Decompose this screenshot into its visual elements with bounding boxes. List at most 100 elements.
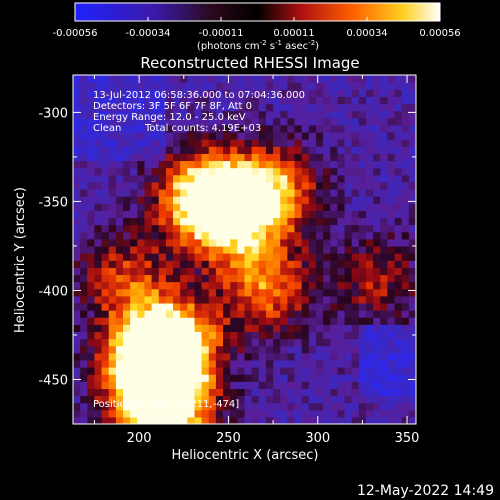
heatmap-cell [173,409,181,418]
heatmap-cell [401,188,410,197]
heatmap-cell [201,174,210,183]
heatmap-cell [144,338,153,347]
heatmap-cell [173,367,181,375]
heatmap-cell [208,103,217,112]
heatmap-cell [280,402,288,411]
heatmap-cell [173,352,181,361]
heatmap-cell [408,260,416,268]
heatmap-cell [401,274,410,283]
heatmap-cell [251,260,260,268]
heatmap-cell [265,260,274,268]
heatmap-cell [115,402,124,411]
heatmap-cell [130,374,138,382]
heatmap-cell [194,124,203,133]
heatmap-cell [301,274,310,283]
heatmap-cell [337,131,346,140]
heatmap-cell [94,103,103,112]
heatmap-cell [408,131,416,140]
heatmap-cell [80,367,88,375]
heatmap-cell [344,367,353,375]
heatmap-cell [180,103,188,112]
heatmap-cell [80,89,88,97]
heatmap-cell [208,253,217,261]
heatmap-cell [401,124,410,133]
heatmap-cell [180,124,188,133]
heatmap-cell [201,274,210,283]
heatmap-cell [258,124,267,133]
heatmap-cell [365,331,374,340]
annotation-clean: Clean [93,123,121,134]
heatmap-cell [251,345,260,354]
heatmap-cell [94,345,103,354]
heatmap-cell [251,388,260,397]
heatmap-cell [244,188,253,197]
heatmap-cell [94,245,103,254]
heatmap-cell [373,224,381,233]
heatmap-cell [158,331,167,340]
heatmap-cell [180,210,188,219]
heatmap-cell [308,295,317,304]
heatmap-cell [380,331,389,340]
heatmap-cell [144,281,153,290]
heatmap-cell [380,338,389,347]
heatmap-cell [201,402,210,411]
heatmap-cell [94,210,103,219]
heatmap-cell [265,381,274,389]
heatmap-cell [330,267,338,276]
heatmap-cell [115,174,124,183]
heatmap-cell [308,103,317,112]
heatmap-cell [115,103,124,112]
heatmap-cell [201,124,210,133]
heatmap-cell [244,210,253,219]
heatmap-cell [208,245,217,254]
heatmap-cell [387,310,396,318]
heatmap-cell [358,224,367,233]
heatmap-cell [215,224,224,233]
heatmap-cell [137,345,146,354]
heatmap-cell [223,217,231,226]
heatmap-cell [287,139,296,147]
heatmap-cell [365,295,374,304]
heatmap-cell [223,324,231,333]
heatmap-cell [265,188,274,197]
heatmap-cell [380,174,389,183]
heatmap-cell [387,146,396,154]
heatmap-cell [165,302,174,311]
heatmap-cell [101,267,110,276]
heatmap-cell [237,295,246,304]
heatmap-cell [301,288,310,297]
heatmap-cell [294,103,303,112]
heatmap-cell [215,174,224,183]
heatmap-cell [230,253,238,261]
heatmap-cell [244,317,253,325]
heatmap-cell [101,146,110,154]
heatmap-cell [258,210,267,219]
heatmap-cell [373,146,381,154]
heatmap-cell [101,89,110,97]
heatmap-cell [208,409,217,418]
heatmap-cell [201,231,210,240]
heatmap-cell [230,402,238,411]
heatmap-cell [130,238,138,247]
heatmap-cell [137,267,146,276]
heatmap-cell [165,288,174,297]
heatmap-cell [87,245,96,254]
heatmap-cell [144,302,153,311]
heatmap-cell [187,224,196,233]
heatmap-cell [330,310,338,318]
heatmap-cell [387,381,396,389]
annotation-detectors: Detectors: 3F 5F 6F 7F 8F, Att 0 [93,101,252,112]
heatmap-cell [308,75,317,83]
heatmap-cell [408,139,416,147]
heatmap-cell [244,381,253,389]
heatmap-cell [408,203,416,211]
heatmap-cell [308,160,317,169]
heatmap-cell [373,196,381,204]
heatmap-cell [351,345,360,354]
heatmap-cell [87,75,96,83]
heatmap-cell [401,210,410,219]
heatmap-cell [187,231,196,240]
heatmap-cell [351,75,360,83]
heatmap-cell [201,89,210,97]
heatmap-cell [365,224,374,233]
